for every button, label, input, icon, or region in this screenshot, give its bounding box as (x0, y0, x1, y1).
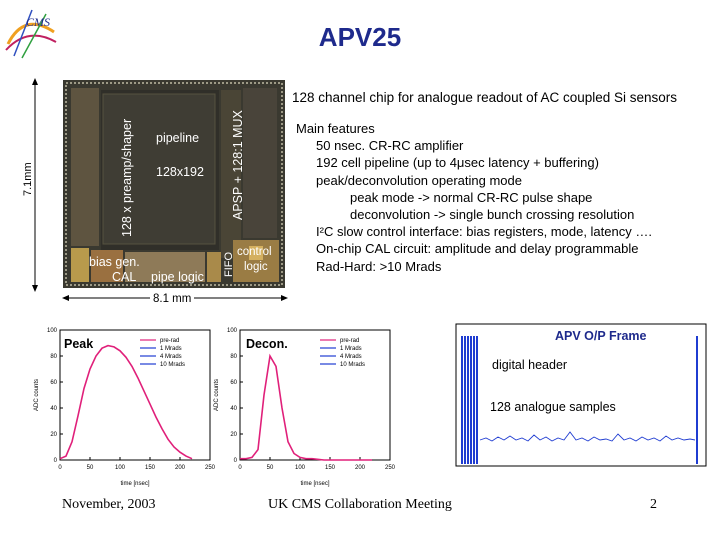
y-tick-label: 100 (47, 328, 58, 334)
legend-entry: 1 Mrads (160, 346, 182, 352)
digital-header-label: digital header (492, 358, 567, 372)
apv25-chip-photo: 128 x preamp/shaper pipeline 128x192 APS… (63, 80, 285, 288)
legend-entry: 1 Mrads (340, 346, 362, 352)
cms-logo-text: CMS (26, 15, 50, 29)
decon-plot-title: Decon. (246, 337, 288, 351)
fifo-label: FIFO (223, 251, 235, 277)
chip-height-label: 7.1mm (22, 162, 34, 196)
cal-label: CAL (112, 270, 137, 284)
x-tick-label: 250 (205, 465, 216, 471)
preamp-label: 128 x preamp/shaper (120, 118, 134, 237)
x-tick-label: 0 (58, 465, 62, 471)
x-tick-label: 50 (267, 465, 274, 471)
apv-frame-title: APV O/P Frame (555, 329, 647, 343)
feature-item: Rad-Hard: >10 Mrads (316, 258, 442, 274)
peak-plot-ylabel: ADC counts (34, 379, 40, 411)
control-label: control (237, 246, 272, 258)
features-heading: Main features (296, 121, 375, 136)
features-list: Main features 50 nsec. CR-RC amplifier 1… (296, 120, 652, 275)
bias-gen-label: bias gen. (89, 255, 140, 269)
y-tick-label: 0 (54, 458, 58, 464)
x-tick-label: 150 (325, 465, 336, 471)
decon-plot-ylabel: ADC counts (214, 379, 220, 411)
decon-plot-xlabel: time [nsec] (300, 481, 329, 487)
apsp-mux-label: APSP + 128:1 MUX (231, 110, 245, 220)
cms-logo: CMS (2, 2, 60, 60)
x-tick-label: 50 (87, 465, 94, 471)
x-tick-label: 250 (385, 465, 396, 471)
analogue-samples-trace (479, 431, 696, 442)
x-tick-label: 200 (175, 465, 186, 471)
pipeline-size-label: 128x192 (156, 165, 204, 179)
peak-plot-xlabel: time [nsec] (120, 481, 149, 487)
y-tick-label: 20 (50, 432, 57, 438)
y-tick-label: 0 (234, 458, 238, 464)
peak-pulse-plot: 0 50 100 150 200 250 0 20 40 60 80 100 pre-rad 1 Mra… (34, 328, 216, 487)
pipeline-label: pipeline (156, 131, 200, 145)
y-tick-label: 60 (230, 380, 237, 386)
apv-output-frame: APV O/P Frame digital header 128 analogu… (455, 323, 707, 467)
chip-width-label: 8.1 mm (150, 293, 195, 305)
legend-entry: pre-rad (160, 338, 179, 344)
y-tick-label: 80 (230, 354, 237, 360)
y-tick-label: 100 (227, 328, 238, 334)
legend-entry: pre-rad (340, 338, 359, 344)
x-tick-label: 150 (145, 465, 156, 471)
y-tick-label: 40 (230, 406, 237, 412)
x-tick-label: 0 (238, 465, 242, 471)
footer-meeting: UK CMS Collaboration Meeting (268, 497, 452, 512)
legend-entry: 10 Mrads (160, 362, 185, 368)
pulse-series-line (240, 353, 372, 461)
y-tick-label: 20 (230, 432, 237, 438)
analogue-samples-label: 128 analogue samples (490, 400, 616, 414)
feature-item: On-chip CAL circuit: amplitude and delay… (316, 241, 639, 257)
logic-label: logic (244, 261, 268, 273)
y-tick-label: 80 (50, 354, 57, 360)
footer-date: November, 2003 (62, 497, 156, 512)
pulse-series-line (59, 344, 193, 460)
chip-description: 128 channel chip for analogue readout of… (292, 90, 678, 105)
feature-item: 192 cell pipeline (up to 4μsec latency +… (316, 155, 599, 171)
legend-entry: 4 Mrads (160, 354, 182, 360)
pipe-logic-label: pipe logic (151, 270, 204, 284)
y-tick-label: 60 (50, 380, 57, 386)
x-tick-label: 100 (295, 465, 306, 471)
legend-entry: 10 Mrads (340, 362, 365, 368)
decon-pulse-plot: 0 50 100 150 200 250 0 20 40 60 80 100 pre-rad 1 Mra… (214, 328, 396, 487)
x-tick-label: 100 (115, 465, 126, 471)
feature-item: I²C slow control interface: bias registe… (316, 224, 652, 240)
height-dimension-arrow (32, 78, 38, 292)
y-tick-label: 40 (50, 406, 57, 412)
feature-item: peak/deconvolution operating mode (316, 172, 522, 188)
x-tick-label: 200 (355, 465, 366, 471)
feature-subitem: deconvolution -> single bunch crossing r… (350, 207, 635, 223)
feature-item: 50 nsec. CR-RC amplifier (316, 138, 464, 154)
peak-plot-title: Peak (64, 337, 93, 351)
feature-subitem: peak mode -> normal CR-RC pulse shape (350, 189, 593, 205)
digital-header-pulses (461, 336, 698, 464)
page-number: 2 (650, 497, 657, 512)
slide-title: APV25 (318, 22, 402, 52)
legend-entry: 4 Mrads (340, 354, 362, 360)
